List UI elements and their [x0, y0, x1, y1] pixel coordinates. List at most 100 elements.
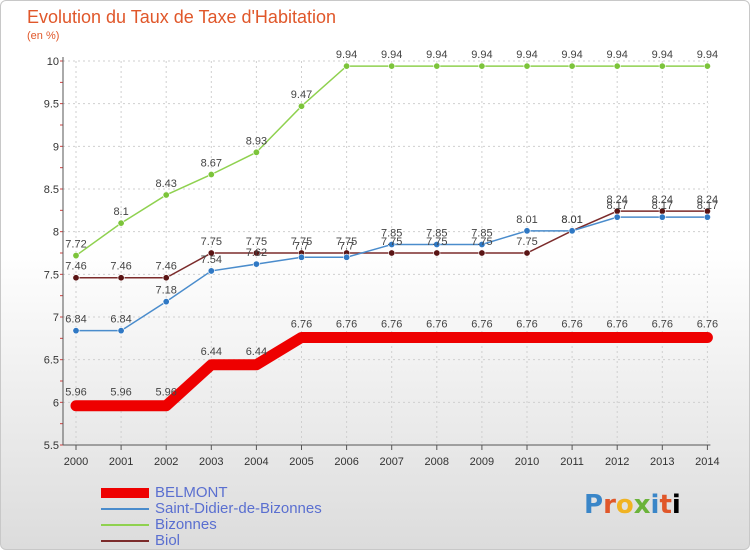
- data-label: 8.01: [516, 214, 537, 226]
- data-label: 8.67: [201, 157, 222, 169]
- data-point: [523, 62, 531, 70]
- data-label: 7.46: [155, 261, 176, 273]
- data-point: [613, 62, 621, 70]
- legend-item: Saint-Didier-de-Bizonnes: [101, 501, 322, 517]
- data-label: 8.43: [155, 178, 176, 190]
- data-point: [343, 253, 351, 261]
- data-point: [568, 62, 576, 70]
- data-point: [523, 227, 531, 235]
- x-tick-label: 2000: [64, 456, 88, 468]
- data-label: 6.84: [65, 314, 86, 326]
- data-point: [433, 240, 441, 248]
- data-label: 8.24: [606, 194, 627, 206]
- data-point: [252, 249, 260, 257]
- data-label: 7.75: [246, 236, 267, 248]
- data-point: [207, 170, 215, 178]
- data-label: 8.17: [652, 200, 673, 212]
- y-tick-label: 8.5: [44, 184, 59, 196]
- data-point: [703, 62, 711, 70]
- data-label: 8.1: [113, 206, 128, 218]
- legend-label: Biol: [155, 532, 181, 549]
- data-point: [658, 62, 666, 70]
- logo-letter: r: [603, 490, 616, 520]
- data-label: 9.94: [697, 49, 718, 61]
- data-point: [72, 252, 80, 260]
- data-point: [252, 260, 260, 268]
- logo-letter: o: [615, 490, 634, 520]
- data-label: 7.75: [291, 236, 312, 248]
- x-tick-label: 2013: [650, 456, 674, 468]
- data-label: 7.85: [426, 227, 447, 239]
- data-label: 7.75: [516, 236, 537, 248]
- data-label: 6.76: [606, 318, 627, 330]
- y-tick-label: 6.5: [44, 355, 59, 367]
- data-label: 5.96: [155, 387, 176, 399]
- data-point: [162, 191, 170, 199]
- data-label: 7.75: [426, 236, 447, 248]
- data-label: 7.46: [110, 261, 131, 273]
- legend-swatch: [101, 488, 149, 498]
- data-point: [117, 327, 125, 335]
- data-label: 6.76: [336, 318, 357, 330]
- x-tick-label: 2007: [379, 456, 403, 468]
- data-point: [388, 249, 396, 257]
- data-point: [478, 249, 486, 257]
- x-tick-label: 2008: [425, 456, 449, 468]
- data-label: 7.18: [155, 285, 176, 297]
- x-tick-label: 2009: [470, 456, 494, 468]
- logo-letter: i: [671, 490, 681, 520]
- legend-item: Biol: [101, 533, 322, 549]
- series-line-belmont: [70, 331, 713, 412]
- logo-letter: P: [584, 490, 604, 520]
- data-label: 8.93: [246, 135, 267, 147]
- data-label: 6.44: [201, 346, 222, 358]
- data-label: 8.01: [561, 214, 582, 226]
- x-tick-label: 2003: [199, 456, 223, 468]
- data-label: 6.76: [652, 318, 673, 330]
- data-label: 7.46: [65, 261, 86, 273]
- data-point: [523, 249, 531, 257]
- data-label: 6.44: [246, 346, 267, 358]
- y-tick-label: 6: [53, 397, 59, 409]
- legend-label: BELMONT: [155, 484, 228, 501]
- data-point: [658, 213, 666, 221]
- data-point: [207, 267, 215, 275]
- proxiti-logo: Proxiti: [584, 490, 681, 520]
- data-label: 6.76: [381, 318, 402, 330]
- x-tick-label: 2005: [289, 456, 313, 468]
- y-tick-label: 9.5: [44, 99, 59, 111]
- y-tick-label: 8: [53, 227, 59, 239]
- chart-title: Evolution du Taux de Taxe d'Habitation: [27, 7, 336, 27]
- data-label: 7.72: [65, 239, 86, 251]
- legend-item: BELMONT: [101, 485, 322, 501]
- y-tick-label: 7: [53, 312, 59, 324]
- data-label: 8.24: [652, 194, 673, 206]
- label-layer: 7.72 8.1 8.43 8.67 8.93 9.47 9.94 9.94 9.94 9.94 9…: [65, 49, 718, 399]
- data-label: 7.75: [471, 236, 492, 248]
- x-tick-label: 2011: [560, 456, 584, 468]
- legend-swatch: [101, 540, 149, 542]
- data-point: [162, 298, 170, 306]
- data-point: [613, 213, 621, 221]
- data-label: 7.85: [381, 227, 402, 239]
- data-point: [388, 240, 396, 248]
- data-point: [433, 249, 441, 257]
- data-label: 8.24: [697, 194, 718, 206]
- data-label: 9.94: [652, 49, 673, 61]
- data-label: 6.76: [561, 318, 582, 330]
- data-label: 7.7: [339, 240, 354, 252]
- data-point: [388, 62, 396, 70]
- data-label: 7.85: [471, 227, 492, 239]
- data-label: 7.54: [201, 254, 222, 266]
- legend: BELMONT Saint-Didier-de-Bizonnes Bizonnes B…: [101, 485, 322, 549]
- data-label: 6.76: [471, 318, 492, 330]
- x-tick-label: 2001: [109, 456, 133, 468]
- data-label: 9.94: [561, 49, 582, 61]
- data-label: 7.75: [381, 236, 402, 248]
- data-point: [478, 240, 486, 248]
- data-label: 9.94: [516, 49, 537, 61]
- data-label: 6.76: [697, 318, 718, 330]
- data-label: 7.7: [294, 240, 309, 252]
